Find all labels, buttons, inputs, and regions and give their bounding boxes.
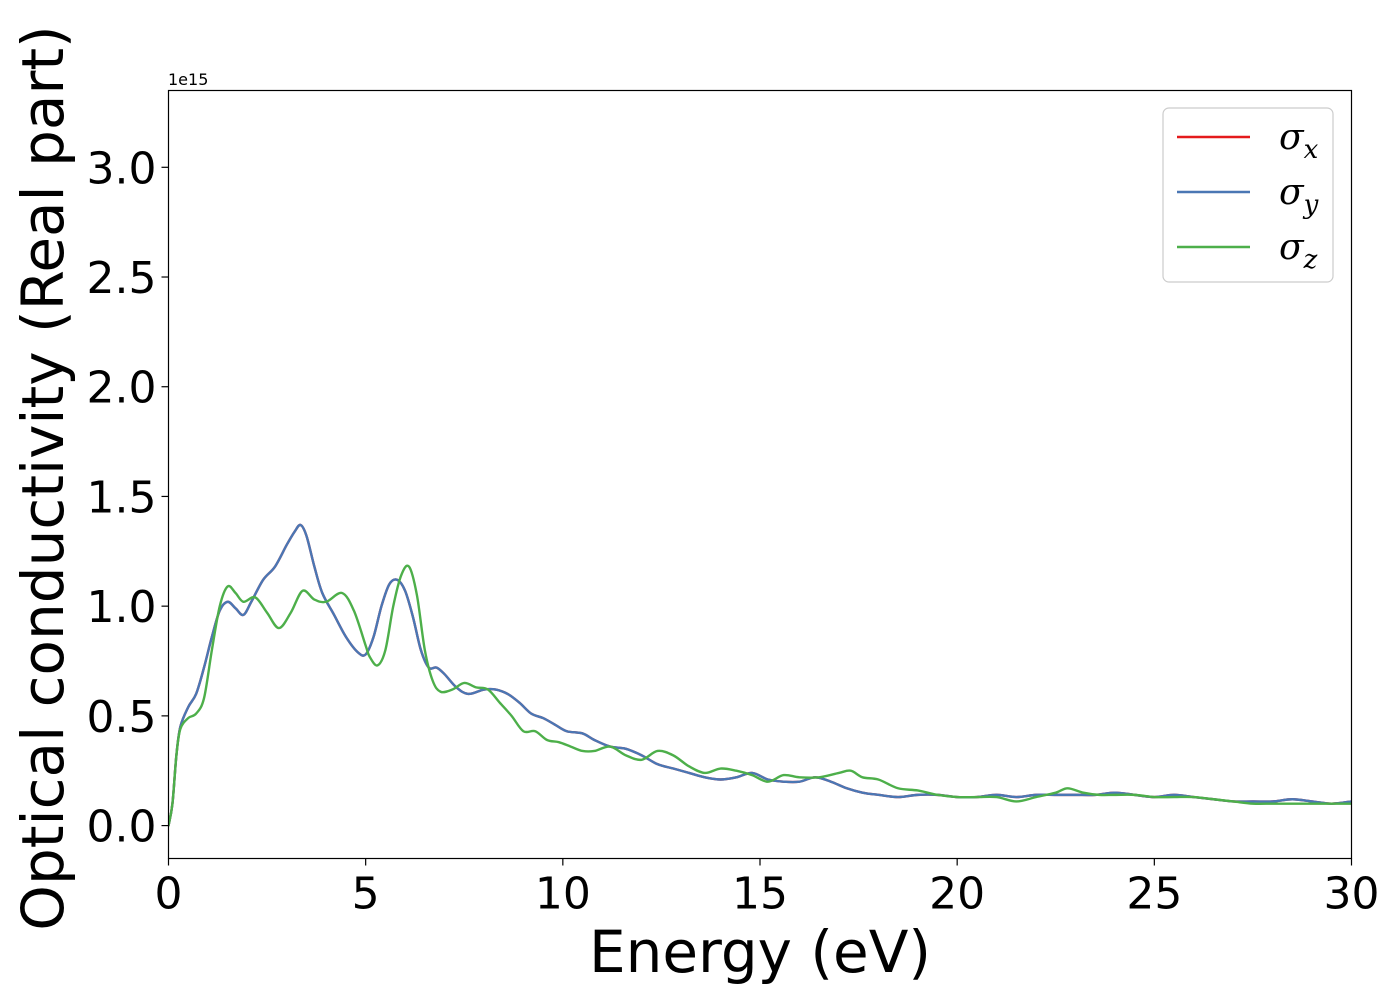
legend-label-x: σx [1279, 117, 1319, 165]
legend: σx σy σz [1162, 107, 1334, 283]
series-line-x [168, 523, 1352, 827]
x-tick-label: 30 [1324, 869, 1380, 920]
x-axis-title: Energy (eV) [589, 918, 931, 986]
legend-label-z: σz [1279, 227, 1318, 275]
y-tick-label: 1.5 [87, 472, 157, 523]
series-line-y [168, 523, 1352, 827]
x-tick-label: 0 [155, 869, 183, 920]
y-tick-label: 3.0 [87, 143, 157, 194]
y-tick-label: 0.0 [87, 802, 157, 853]
x-axis-ticks: 0 5 10 15 20 25 30 [155, 858, 1380, 920]
series-line-z [168, 564, 1352, 827]
y-axis-ticks: 0.0 0.5 1.0 1.5 2.0 2.5 3.0 [87, 143, 169, 853]
legend-box [1162, 107, 1334, 283]
x-tick-label: 5 [352, 869, 380, 920]
x-tick-label: 15 [732, 869, 788, 920]
x-tick-label: 20 [929, 869, 985, 920]
y-tick-label: 2.5 [87, 253, 157, 304]
legend-label-y: σy [1279, 172, 1319, 220]
series-layer [168, 523, 1352, 827]
x-tick-label: 10 [535, 869, 591, 920]
y-tick-label: 2.0 [87, 363, 157, 414]
y-axis-title: Optical conductivity (Real part) [9, 25, 77, 930]
y-axis-offset-text: 1e15 [168, 70, 208, 89]
x-tick-label: 25 [1126, 869, 1182, 920]
y-tick-label: 0.5 [87, 692, 157, 743]
y-tick-label: 1.0 [87, 582, 157, 633]
